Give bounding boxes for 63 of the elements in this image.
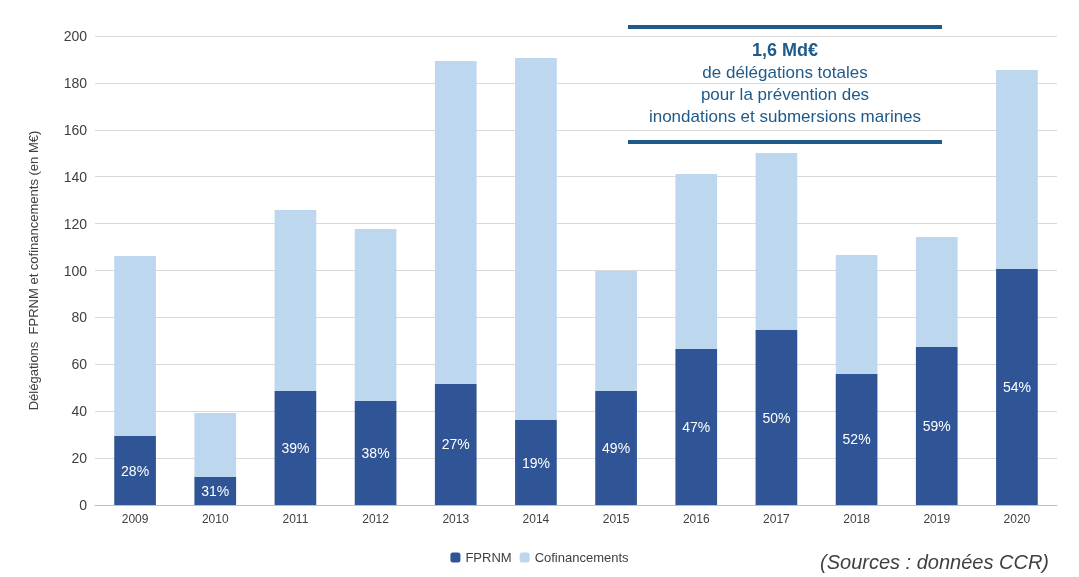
annotation: 47% (682, 419, 711, 436)
bar (755, 153, 798, 331)
x-tick-label: 2015 (602, 512, 630, 526)
bar (835, 255, 878, 374)
x-tick-label: 2009 (121, 512, 149, 526)
x-tick-label: 2012 (362, 512, 390, 526)
annotation: 27% (441, 436, 470, 453)
bar (996, 70, 1038, 270)
y-tick-label: 100 (63, 262, 88, 279)
bar (274, 391, 317, 505)
y-tick-label: 200 (63, 28, 88, 44)
bar (434, 61, 477, 384)
bar (675, 173, 718, 350)
x-tick-label: 2016 (682, 512, 710, 526)
y-axis-title: Délégations FPRNM et cofinancements (en M€) (26, 130, 41, 411)
x-tick-label: 2013 (442, 512, 470, 526)
legend-label: Cofinancements (534, 550, 630, 565)
bar (194, 413, 237, 477)
y-tick-label: 0 (79, 497, 88, 513)
bar (274, 210, 317, 392)
x-tick-label: 2014 (522, 512, 550, 526)
y-tick-label: 120 (63, 215, 88, 232)
annotation: 50% (762, 409, 791, 426)
annotation: 52% (842, 431, 871, 448)
y-tick-label: 20 (71, 450, 88, 467)
bar (354, 401, 397, 505)
y-tick-label: 80 (71, 309, 88, 326)
annotation: 39% (281, 440, 310, 457)
x-tick-label: 2017 (763, 512, 791, 526)
bar (915, 236, 958, 347)
y-tick-label: 140 (63, 168, 88, 185)
y-tick-label: 180 (63, 74, 88, 91)
annotation: 54% (1002, 379, 1031, 396)
bar (434, 384, 477, 505)
x-tick-label: 2011 (282, 512, 309, 526)
bar (996, 269, 1038, 505)
y-tick-label: 60 (71, 356, 88, 373)
x-tick-label: 2020 (1003, 512, 1031, 526)
bar (915, 346, 958, 505)
x-tick-label: 2010 (201, 512, 229, 526)
bar (114, 436, 156, 505)
x-tick-label: 2018 (843, 512, 871, 526)
annotation: 1,6 Md€ de délégations totales pour la prévention des inondations et submersions marines (647, 39, 923, 128)
bar (515, 58, 557, 421)
bar (835, 373, 878, 505)
y-tick-label: 40 (71, 403, 88, 420)
annotation: 19% (521, 454, 550, 471)
bar (595, 391, 637, 505)
bar (595, 270, 637, 392)
bar (515, 420, 557, 505)
bar (114, 255, 156, 437)
legend-label: FPRNM (465, 550, 512, 565)
bar (354, 228, 397, 402)
annotation: 31% (201, 482, 230, 499)
bar (755, 330, 798, 505)
bar (675, 349, 718, 505)
x-tick-label: 2019 (923, 512, 951, 526)
annotation: 38% (361, 445, 390, 462)
annotation: 28% (121, 462, 150, 479)
text: (Sources : données CCR) (820, 551, 1049, 573)
annotation: 59% (922, 417, 951, 434)
y-tick-label: 160 (63, 121, 88, 138)
annotation: 49% (602, 440, 631, 457)
